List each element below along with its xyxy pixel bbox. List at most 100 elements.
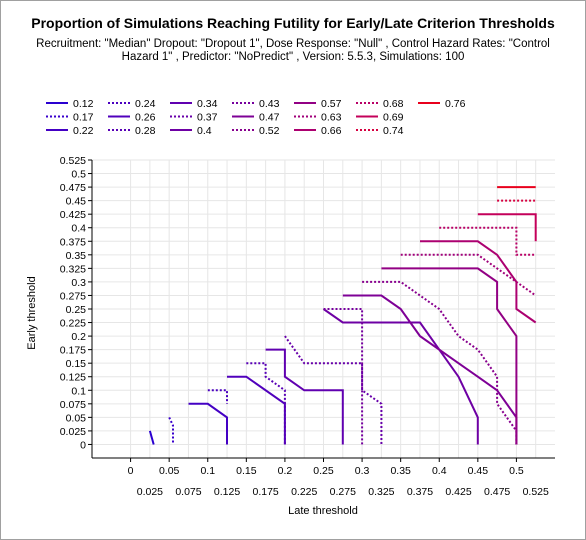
legend-item-0.69: 0.69 (356, 112, 404, 124)
y-tick-label: 0.275 (60, 290, 86, 302)
y-tick-label: 0.15 (66, 358, 87, 370)
legend-label: 0.22 (73, 125, 94, 137)
x-tick-label-lower: 0.375 (407, 486, 433, 498)
legend-item-0.24: 0.24 (108, 98, 156, 110)
x-tick-label-lower: 0.325 (368, 486, 394, 498)
x-tick-label-lower: 0.175 (252, 486, 278, 498)
y-tick-label: 0.375 (60, 236, 86, 248)
y-tick-label: 0.475 (60, 182, 86, 194)
series-line-0.68 (439, 226, 536, 256)
x-tick-label-upper: 0.25 (313, 465, 334, 477)
x-tick-label-upper: 0.4 (432, 465, 447, 477)
legend-label: 0.74 (383, 125, 404, 137)
series-line-0.34 (265, 348, 344, 445)
legend-label: 0.47 (259, 112, 280, 124)
legend-item-0.74: 0.74 (356, 125, 404, 137)
y-tick-label: 0.05 (66, 412, 87, 424)
y-tick-label: 0.35 (66, 250, 87, 262)
legend-label: 0.28 (135, 125, 156, 137)
legend-item-0.34: 0.34 (170, 98, 218, 110)
legend-item-0.4: 0.4 (170, 125, 212, 137)
legend-item-0.12: 0.12 (46, 98, 94, 110)
chart-subtitle: Recruitment: "Median" Dropout: "Dropout … (36, 38, 550, 63)
x-tick-label-lower: 0.225 (291, 486, 317, 498)
x-tick-label-upper: 0.35 (390, 465, 411, 477)
legend-item-0.28: 0.28 (108, 125, 156, 137)
y-tick-label: 0.5 (71, 169, 86, 181)
series-line-0.28 (246, 362, 286, 445)
series-line-0.12 (148, 430, 155, 445)
legend-label: 0.43 (259, 98, 280, 110)
x-axis: 0 0.05 0.1 0.15 0.2 0.25 0.3 0.35 0.4 0.45 0.5 0.02… (92, 457, 555, 498)
legend-item-0.47: 0.47 (232, 112, 280, 124)
legend-label: 0.66 (321, 125, 342, 137)
y-tick-label: 0.225 (60, 318, 86, 330)
legend-label: 0.24 (135, 98, 156, 110)
y-tick-label: 0 (80, 439, 86, 451)
x-tick-label-upper: 0.1 (200, 465, 215, 477)
legend-label: 0.26 (135, 112, 156, 124)
y-tick-label: 0.3 (71, 277, 86, 289)
legend-item-0.76: 0.76 (418, 98, 466, 110)
legend-item-0.68: 0.68 (356, 98, 404, 110)
y-tick-label: 0.125 (60, 372, 86, 384)
y-axis-label: Early threshold (26, 276, 38, 349)
x-tick-label-lower: 0.475 (484, 486, 510, 498)
y-tick-label: 0.175 (60, 345, 86, 357)
y-tick-label: 0.25 (66, 304, 87, 316)
series-line-0.47 (342, 294, 518, 445)
x-tick-label-upper: 0.15 (236, 465, 257, 477)
legend-label: 0.76 (445, 98, 466, 110)
x-tick-label-lower: 0.525 (523, 486, 549, 498)
x-tick-label-lower: 0.075 (175, 486, 201, 498)
legend: 0.12 0.170.22 0.24 0.260.28 0.34 0.370.4 0.43 0… (46, 98, 466, 137)
x-axis-label: Late threshold (288, 505, 358, 517)
y-tick-label: 0.075 (60, 399, 86, 411)
y-axis: 00.025 0.050.075 0.10.125 0.150.175 0.20.225… (60, 155, 93, 458)
x-tick-label-lower: 0.125 (214, 486, 240, 498)
x-tick-label-upper: 0.2 (278, 465, 293, 477)
chart-title: Proportion of Simulations Reaching Futil… (31, 15, 555, 31)
x-tick-label-upper: 0.45 (468, 465, 489, 477)
legend-label: 0.34 (197, 98, 218, 110)
y-tick-label: 0.025 (60, 426, 86, 438)
x-tick-label-upper: 0.5 (509, 465, 524, 477)
legend-item-0.57: 0.57 (294, 98, 342, 110)
legend-item-0.43: 0.43 (232, 98, 280, 110)
legend-label: 0.63 (321, 112, 342, 124)
series-line-0.43 (323, 308, 364, 445)
legend-item-0.17: 0.17 (46, 112, 94, 124)
y-tick-label: 0.45 (66, 196, 87, 208)
y-tick-label: 0.425 (60, 209, 86, 221)
series-line-0.24 (207, 389, 228, 404)
legend-item-0.66: 0.66 (294, 125, 342, 137)
x-tick-label-lower: 0.025 (137, 486, 163, 498)
legend-item-0.26: 0.26 (108, 112, 156, 124)
series-line-0.22 (188, 402, 228, 445)
legend-label: 0.69 (383, 112, 404, 124)
series-line-0.69 (477, 213, 537, 242)
legend-label: 0.57 (321, 98, 342, 110)
y-tick-label: 0.525 (60, 155, 86, 167)
legend-item-0.52: 0.52 (232, 125, 280, 137)
plot-area (92, 159, 555, 458)
legend-label: 0.52 (259, 125, 280, 137)
x-tick-label-lower: 0.275 (330, 486, 356, 498)
y-tick-label: 0.4 (71, 223, 86, 235)
legend-item-0.37: 0.37 (170, 112, 218, 124)
legend-item-0.63: 0.63 (294, 112, 342, 124)
x-tick-label-upper: 0.05 (159, 465, 180, 477)
series-line-0.66 (420, 240, 537, 324)
legend-item-0.22: 0.22 (46, 125, 94, 137)
legend-label: 0.12 (73, 98, 94, 110)
y-tick-label: 0.2 (71, 331, 86, 343)
y-tick-label: 0.1 (71, 385, 86, 397)
legend-label: 0.17 (73, 112, 94, 124)
legend-label: 0.37 (197, 112, 218, 124)
x-tick-label-upper: 0.3 (355, 465, 370, 477)
y-tick-label: 0.325 (60, 263, 86, 275)
series-line-0.37 (284, 335, 383, 445)
x-tick-label-upper: 0 (128, 465, 134, 477)
legend-label: 0.68 (383, 98, 404, 110)
